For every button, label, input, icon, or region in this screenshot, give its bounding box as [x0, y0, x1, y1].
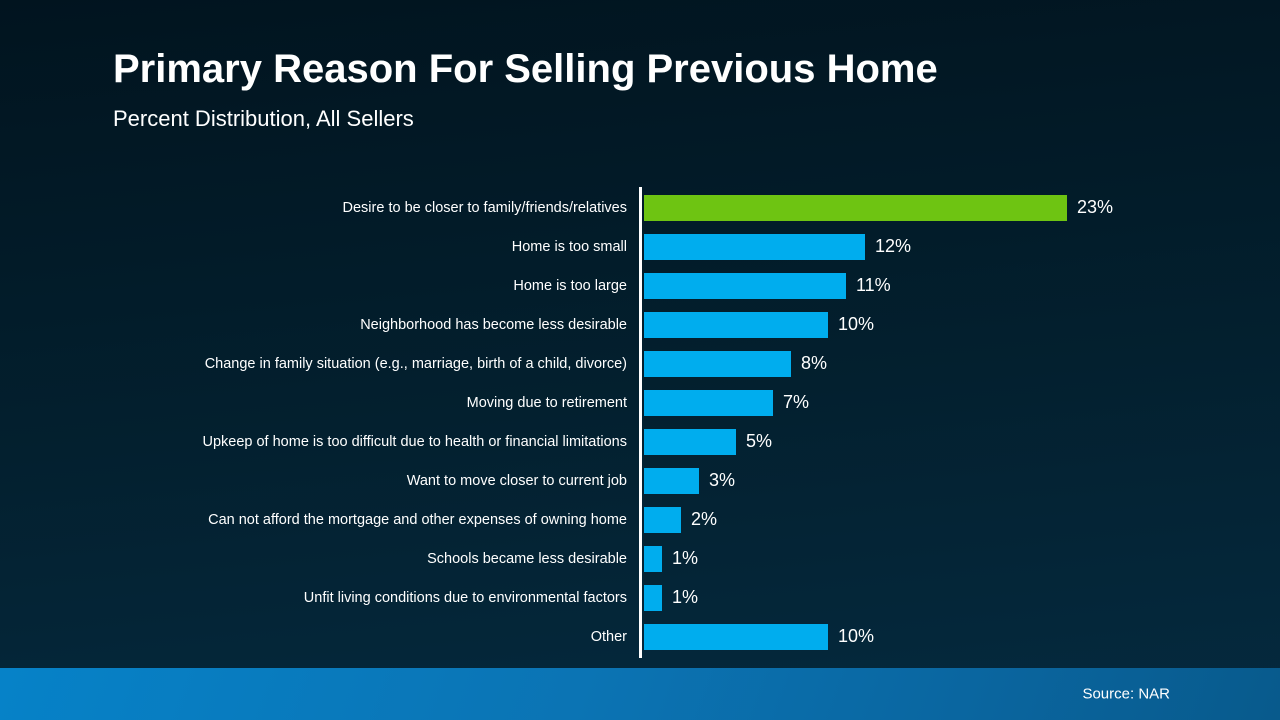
bar-row: Change in family situation (e.g., marria…: [0, 344, 1280, 383]
bar-cell: 3%: [644, 467, 736, 494]
bar-cell: 7%: [644, 389, 810, 416]
bar: [644, 311, 828, 338]
bar-cell: 23%: [644, 194, 1114, 221]
value-label: 23%: [1077, 197, 1114, 217]
chart-header: Primary Reason For Selling Previous Home…: [113, 48, 938, 132]
y-axis-line: [639, 187, 642, 658]
category-label: Other: [590, 628, 627, 645]
bar-row: Want to move closer to current job 3%: [0, 461, 1280, 500]
bar: [644, 623, 828, 650]
value-label: 1%: [672, 587, 699, 607]
bar-cell: 5%: [644, 428, 773, 455]
bar-cell: 1%: [644, 584, 699, 611]
bar-row: Desire to be closer to family/friends/re…: [0, 188, 1280, 227]
bar-row: Upkeep of home is too difficult due to h…: [0, 422, 1280, 461]
source-label: Source: NAR: [1082, 685, 1170, 703]
bar-row: Unfit living conditions due to environme…: [0, 578, 1280, 617]
value-label: 10%: [838, 314, 875, 334]
value-label: 2%: [691, 509, 718, 529]
bar: [644, 506, 681, 533]
value-label: 3%: [709, 470, 736, 490]
bar-rows: Desire to be closer to family/friends/re…: [0, 188, 1280, 656]
category-label: Change in family situation (e.g., marria…: [204, 355, 627, 372]
value-label: 1%: [672, 548, 699, 568]
footer-bar: Source: NAR: [0, 668, 1280, 720]
bar-row: Home is too large 11%: [0, 266, 1280, 305]
bar-cell: 2%: [644, 506, 718, 533]
bar-cell: 12%: [644, 233, 912, 260]
bar: [644, 194, 1067, 221]
category-label: Unfit living conditions due to environme…: [303, 589, 627, 606]
bar-cell: 8%: [644, 350, 828, 377]
bar: [644, 545, 662, 572]
bar: [644, 272, 846, 299]
bar: [644, 350, 791, 377]
bar: [644, 467, 699, 494]
category-label: Home is too small: [511, 238, 627, 255]
value-label: 7%: [783, 392, 810, 412]
bar: [644, 584, 662, 611]
bar-chart: Desire to be closer to family/friends/re…: [0, 187, 1280, 658]
value-label: 12%: [875, 236, 912, 256]
bar: [644, 389, 773, 416]
bar: [644, 428, 736, 455]
category-label: Neighborhood has become less desirable: [360, 316, 627, 333]
category-label: Moving due to retirement: [466, 394, 627, 411]
bar-row: Neighborhood has become less desirable 1…: [0, 305, 1280, 344]
bar-row: Moving due to retirement 7%: [0, 383, 1280, 422]
value-label: 10%: [838, 626, 875, 646]
category-label: Home is too large: [513, 277, 627, 294]
value-label: 5%: [746, 431, 773, 451]
value-label: 11%: [856, 275, 891, 295]
category-label: Want to move closer to current job: [406, 472, 627, 489]
value-label: 8%: [801, 353, 828, 373]
bar-row: Home is too small 12%: [0, 227, 1280, 266]
category-label: Desire to be closer to family/friends/re…: [342, 199, 627, 216]
bar-cell: 10%: [644, 311, 875, 338]
category-label: Upkeep of home is too difficult due to h…: [202, 433, 627, 450]
bar: [644, 233, 865, 260]
bar-row: Schools became less desirable 1%: [0, 539, 1280, 578]
category-label: Schools became less desirable: [427, 550, 627, 567]
bar-row: Other 10%: [0, 617, 1280, 656]
page-title: Primary Reason For Selling Previous Home: [113, 47, 938, 91]
bar-row: Can not afford the mortgage and other ex…: [0, 500, 1280, 539]
bar-cell: 11%: [644, 272, 891, 299]
category-label: Can not afford the mortgage and other ex…: [208, 511, 627, 528]
bar-cell: 10%: [644, 623, 875, 650]
page-subtitle: Percent Distribution, All Sellers: [113, 106, 414, 131]
bar-cell: 1%: [644, 545, 699, 572]
